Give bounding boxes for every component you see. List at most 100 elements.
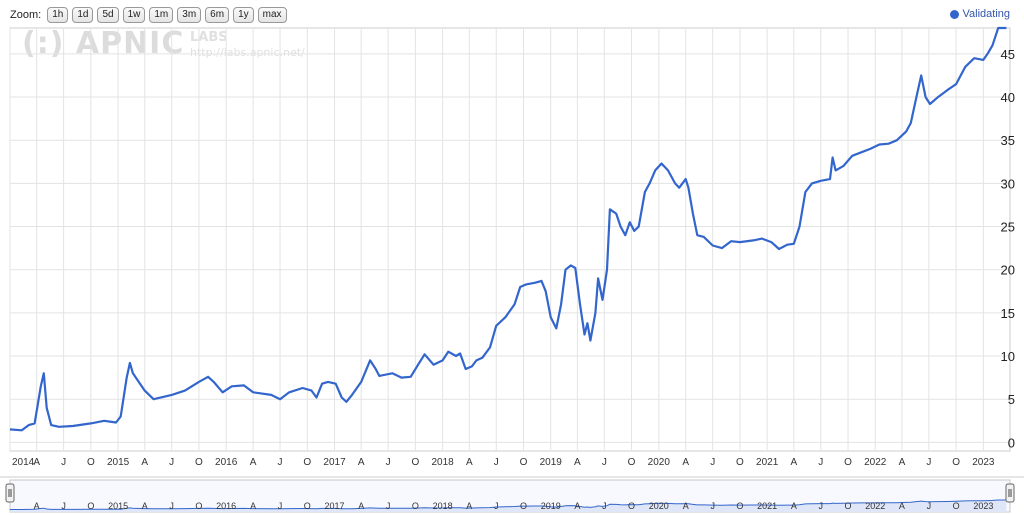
watermark-url: http://labs.apnic.net/: [190, 46, 305, 59]
navigator-handle-left[interactable]: [5, 483, 15, 503]
x-tick-label: O: [195, 457, 203, 468]
series-line-validating: [9, 26, 1007, 432]
x-tick-label: 2017: [323, 457, 346, 468]
chart-legend[interactable]: Validating: [949, 8, 1011, 20]
zoom-3m-button[interactable]: 3m: [177, 7, 202, 23]
x-tick-label: 2018: [432, 457, 455, 468]
x-tick-label: A: [250, 457, 257, 468]
plot-frame: [9, 27, 1011, 452]
legend-dot-icon: [949, 9, 959, 19]
navigator-tick-label: 2018: [433, 501, 453, 511]
x-tick-label: J: [61, 457, 66, 468]
x-tick-label: A: [790, 457, 797, 468]
navigator-tick-label: A: [683, 501, 689, 511]
navigator-tick-label: A: [358, 501, 364, 511]
x-tick-label: J: [386, 457, 391, 468]
x-tick-label: 2016: [215, 457, 238, 468]
x-tick-label: O: [628, 457, 636, 468]
y-tick-label: 30: [1001, 176, 1015, 191]
navigator-tick-label: O: [736, 501, 743, 511]
navigator-tick-label: A: [34, 501, 40, 511]
navigator-tick-label: J: [819, 501, 824, 511]
navigator-tick-label: 2017: [325, 501, 345, 511]
navigator-tick-label: O: [628, 501, 635, 511]
x-tick-label: A: [682, 457, 689, 468]
zoom-6m-button[interactable]: 6m: [205, 7, 230, 23]
x-tick-label: O: [87, 457, 95, 468]
navigator-tick-label: 2016: [216, 501, 236, 511]
x-tick-label: J: [169, 457, 174, 468]
navigator-tick-label: J: [494, 501, 499, 511]
x-tick-label: J: [278, 457, 283, 468]
navigator-tick-label: O: [195, 501, 202, 511]
navigator-tick-label: 2015: [108, 501, 128, 511]
navigator-tick-label: A: [466, 501, 472, 511]
navigator-tick-label: A: [899, 501, 905, 511]
x-tick-label: J: [818, 457, 823, 468]
zoom-max-button[interactable]: max: [257, 7, 287, 23]
x-tick-label: 2019: [540, 457, 563, 468]
navigator-tick-label: 2021: [757, 501, 777, 511]
navigator-tick-label: O: [520, 501, 527, 511]
legend-label: Validating: [962, 8, 1011, 20]
navigator-tick-label: 2020: [649, 501, 669, 511]
x-tick-label: A: [141, 457, 148, 468]
x-tick-label: 2014: [12, 457, 35, 468]
navigator-tick-label: J: [710, 501, 715, 511]
y-tick-label: 20: [1001, 263, 1015, 278]
zoom-label: Zoom:: [10, 9, 42, 21]
x-tick-label: J: [926, 457, 931, 468]
y-tick-label: 25: [1001, 220, 1015, 235]
navigator-tick-label: J: [61, 501, 66, 511]
y-tick-label: 15: [1001, 306, 1015, 321]
x-tick-label: J: [494, 457, 499, 468]
zoom-1y-button[interactable]: 1y: [233, 7, 254, 23]
navigator-tick-label: O: [87, 501, 94, 511]
y-tick-label: 10: [1001, 349, 1015, 364]
navigator-tick-label: J: [602, 501, 607, 511]
x-tick-label: 2023: [972, 457, 995, 468]
navigator-tick-label: O: [412, 501, 419, 511]
zoom-5d-button[interactable]: 5d: [97, 7, 119, 23]
x-tick-label: O: [736, 457, 744, 468]
zoom-1m-button[interactable]: 1m: [149, 7, 174, 23]
x-tick-label: A: [33, 457, 40, 468]
navigator-tick-label: O: [845, 501, 852, 511]
navigator-tick-label: J: [927, 501, 932, 511]
x-tick-label: O: [303, 457, 311, 468]
navigator-tick-label: O: [953, 501, 960, 511]
x-tick-label: J: [602, 457, 607, 468]
navigator-handle-right[interactable]: [1005, 483, 1015, 503]
watermark-brand: (:) APNIC: [22, 26, 185, 61]
navigator-tick-label: A: [791, 501, 797, 511]
zoom-1d-button[interactable]: 1d: [72, 7, 94, 23]
x-tick-label: O: [844, 457, 852, 468]
x-tick-label: A: [358, 457, 365, 468]
navigator-tick-label: O: [304, 501, 311, 511]
navigator-tick-label: A: [142, 501, 148, 511]
zoom-toolbar: Zoom: 1h 1d 5d 1w 1m 3m 6m 1y max: [10, 6, 287, 24]
x-tick-label: A: [899, 457, 906, 468]
navigator-tick-label: 2019: [541, 501, 561, 511]
navigator-tick-label: 2023: [973, 501, 993, 511]
navigator-tick-label: A: [574, 501, 580, 511]
x-tick-label: 2021: [756, 457, 779, 468]
y-tick-label: 0: [1008, 435, 1015, 450]
zoom-1h-button[interactable]: 1h: [47, 7, 69, 23]
navigator-tick-label: J: [278, 501, 283, 511]
navigator-line: [10, 499, 1007, 510]
x-tick-label: A: [574, 457, 581, 468]
navigator-tick-label: J: [169, 501, 174, 511]
y-tick-label: 45: [1001, 47, 1015, 62]
y-tick-label: 5: [1008, 392, 1015, 407]
x-tick-label: 2020: [648, 457, 671, 468]
zoom-1w-button[interactable]: 1w: [122, 7, 146, 23]
y-tick-label: 40: [1001, 90, 1015, 105]
x-tick-label: 2022: [864, 457, 887, 468]
navigator-tick-label: 2022: [865, 501, 885, 511]
x-tick-label: O: [952, 457, 960, 468]
navigator-tick-label: A: [250, 501, 256, 511]
x-tick-label: O: [520, 457, 528, 468]
x-tick-label: A: [466, 457, 473, 468]
